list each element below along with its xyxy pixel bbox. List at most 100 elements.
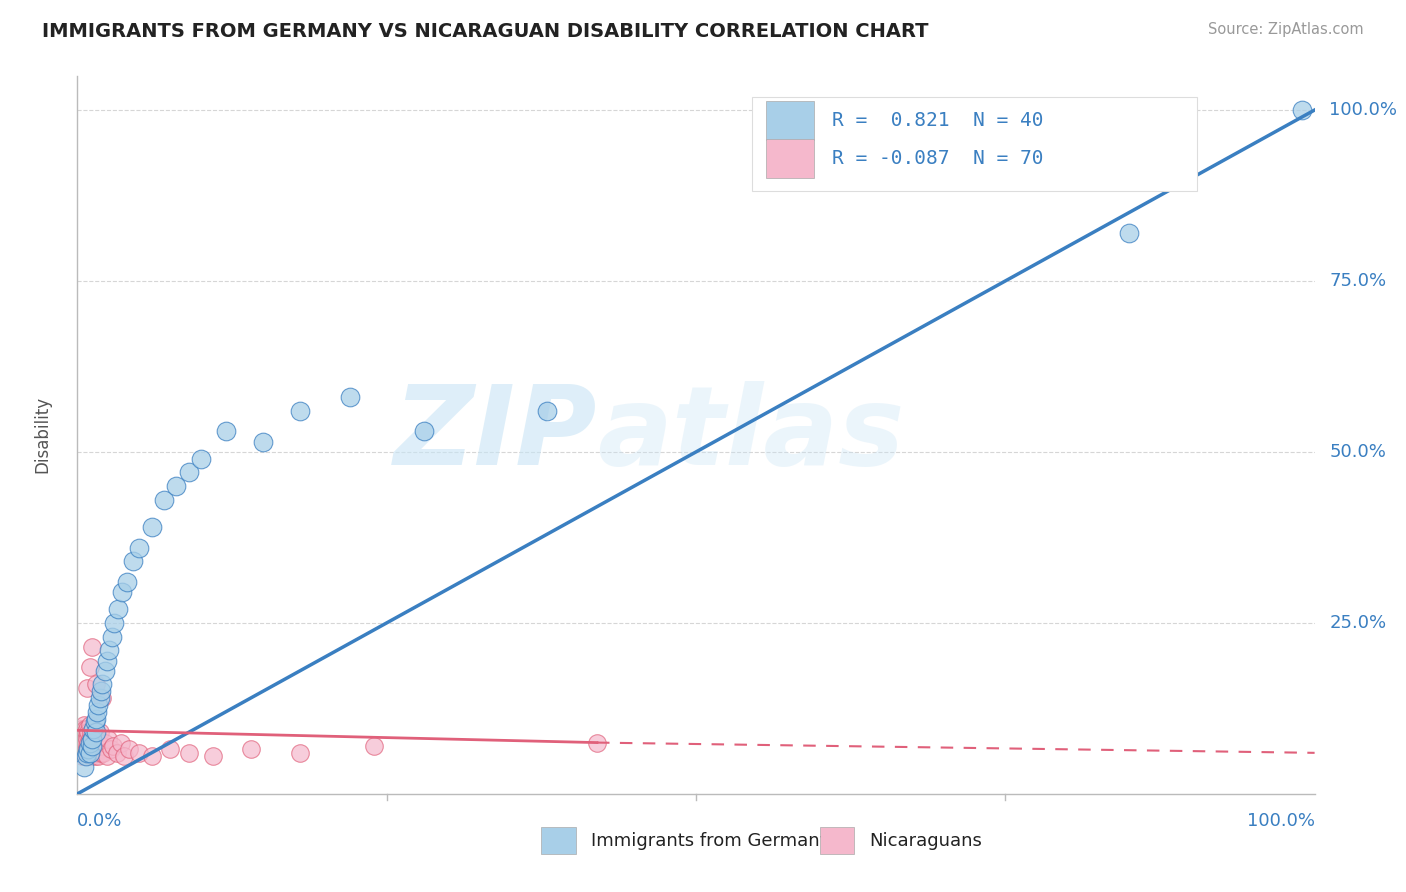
Point [110, 735, 132, 749]
Point [82, 739, 104, 753]
Point [76, 681, 98, 695]
Point [72, 759, 94, 773]
Point [80, 749, 103, 764]
Point [90, 684, 112, 698]
Point [96, 749, 118, 764]
Point [111, 585, 134, 599]
Point [69, 729, 91, 743]
Point [363, 739, 385, 753]
Point [82, 735, 104, 749]
Point [89, 691, 111, 706]
Point [80, 735, 103, 749]
Point [72, 746, 94, 760]
Bar [820, 827, 855, 855]
Point [79, 718, 101, 732]
Point [93, 664, 115, 678]
Point [70, 742, 93, 756]
Text: Nicaraguans: Nicaraguans [869, 831, 981, 849]
Point [73, 742, 96, 756]
Text: R = -0.087  N = 70: R = -0.087 N = 70 [832, 149, 1043, 168]
Text: 25.0%: 25.0% [1330, 614, 1386, 632]
Point [72, 735, 94, 749]
Point [75, 749, 97, 764]
Point [89, 742, 111, 756]
Point [73, 722, 96, 736]
Point [83, 749, 105, 764]
Point [86, 705, 108, 719]
Point [107, 602, 129, 616]
Point [89, 725, 111, 739]
Point [339, 390, 361, 404]
Point [128, 541, 150, 555]
Point [83, 732, 105, 747]
Point [90, 746, 112, 760]
Point [82, 640, 104, 654]
Point [82, 742, 104, 756]
Point [128, 746, 150, 760]
Point [83, 715, 105, 730]
Point [75, 735, 97, 749]
Point [86, 746, 108, 760]
Point [100, 742, 122, 756]
Point [69, 746, 91, 760]
Point [105, 746, 128, 760]
Point [72, 735, 94, 749]
Point [76, 732, 98, 747]
Point [177, 466, 200, 480]
Point [79, 742, 101, 756]
Point [288, 404, 311, 418]
Point [87, 732, 110, 747]
Text: IMMIGRANTS FROM GERMANY VS NICARAGUAN DISABILITY CORRELATION CHART: IMMIGRANTS FROM GERMANY VS NICARAGUAN DI… [42, 22, 929, 41]
Point [76, 742, 98, 756]
Point [91, 746, 114, 760]
Point [77, 735, 100, 749]
Point [586, 735, 609, 749]
Point [82, 732, 104, 747]
Text: ZIP: ZIP [394, 382, 598, 488]
Point [79, 735, 101, 749]
Text: R =  0.821  N = 40: R = 0.821 N = 40 [832, 111, 1043, 130]
Point [91, 677, 114, 691]
Point [79, 732, 101, 747]
Point [82, 746, 104, 760]
Point [98, 643, 121, 657]
Point [115, 574, 138, 589]
Point [82, 722, 104, 736]
Text: 75.0%: 75.0% [1330, 272, 1386, 290]
Point [93, 735, 115, 749]
Point [103, 739, 125, 753]
Point [1118, 226, 1140, 240]
Point [82, 732, 104, 747]
Point [84, 725, 107, 739]
Point [103, 615, 125, 630]
Point [91, 739, 114, 753]
Point [77, 746, 100, 760]
Point [215, 425, 238, 439]
Text: 50.0%: 50.0% [1330, 443, 1386, 461]
Point [239, 742, 262, 756]
Point [77, 742, 100, 756]
FancyBboxPatch shape [752, 97, 1197, 191]
Text: 100.0%: 100.0% [1330, 101, 1398, 119]
Point [165, 479, 187, 493]
Point [141, 749, 163, 764]
Point [76, 722, 98, 736]
Point [190, 451, 212, 466]
Point [177, 746, 200, 760]
Point [80, 725, 103, 739]
Point [87, 749, 110, 764]
Text: 100.0%: 100.0% [1247, 812, 1315, 830]
Point [96, 653, 118, 667]
Point [75, 725, 97, 739]
Point [73, 732, 96, 747]
Point [159, 742, 181, 756]
Point [91, 691, 114, 706]
Text: Disability: Disability [34, 396, 52, 474]
Point [84, 742, 107, 756]
Point [288, 746, 311, 760]
Point [153, 492, 176, 507]
Point [70, 732, 93, 747]
Text: Immigrants from Germany: Immigrants from Germany [591, 831, 830, 849]
Point [67, 735, 90, 749]
Point [536, 404, 558, 418]
